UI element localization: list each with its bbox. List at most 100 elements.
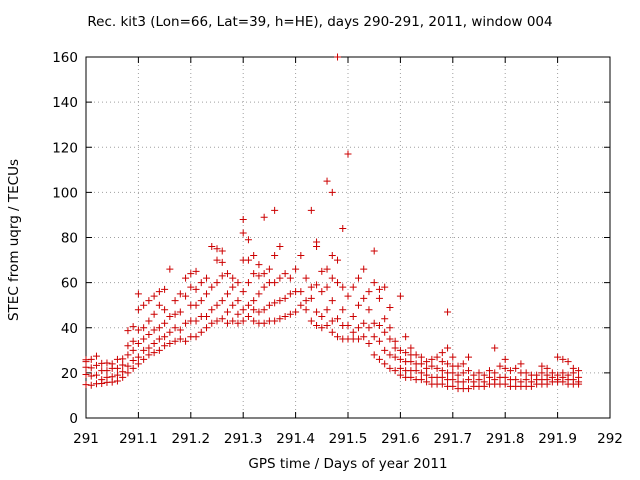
data-point (145, 344, 153, 352)
data-point (276, 274, 284, 282)
data-point (412, 367, 420, 375)
data-point (150, 310, 158, 318)
data-point (297, 288, 305, 296)
y-tick-label: 120 (52, 140, 78, 156)
data-point (192, 333, 200, 341)
data-point (234, 310, 242, 318)
data-point (119, 368, 127, 376)
data-point (218, 272, 226, 280)
data-point (354, 274, 362, 282)
x-tick-label: 291.1 (119, 431, 158, 447)
data-point (161, 319, 169, 327)
data-point (575, 373, 583, 381)
data-point (344, 321, 352, 329)
data-point (134, 353, 142, 361)
data-point (538, 362, 546, 370)
data-point (334, 279, 342, 287)
data-point (250, 306, 258, 314)
data-point (334, 333, 342, 341)
data-point (375, 355, 383, 363)
data-point (412, 351, 420, 359)
data-point (360, 294, 368, 302)
data-point (349, 312, 357, 320)
y-tick-label: 80 (61, 231, 78, 247)
data-point (213, 256, 221, 264)
data-point (564, 358, 572, 366)
data-point (286, 310, 294, 318)
data-point (103, 373, 111, 381)
data-point (134, 340, 142, 348)
data-point (265, 265, 273, 273)
data-point (119, 361, 127, 369)
data-point (255, 272, 263, 280)
data-point (119, 355, 127, 363)
data-point (533, 371, 541, 379)
data-point (161, 342, 169, 350)
data-point (260, 213, 268, 221)
data-point (438, 380, 446, 388)
data-point (197, 328, 205, 336)
data-point (313, 321, 321, 329)
data-point (339, 224, 347, 232)
data-point (145, 297, 153, 305)
data-point (569, 376, 577, 384)
data-point (496, 362, 504, 370)
data-point (564, 371, 572, 379)
data-point (103, 367, 111, 375)
data-point (381, 360, 389, 368)
data-point (344, 292, 352, 300)
data-point (375, 294, 383, 302)
data-point (375, 321, 383, 329)
x-axis-label: GPS time / Days of year 2011 (248, 456, 448, 472)
data-point (370, 333, 378, 341)
y-axis-label: STEC from uqrg / TECUs (6, 158, 22, 322)
data-point (140, 355, 148, 363)
data-point (323, 283, 331, 291)
data-point (82, 370, 90, 378)
data-point (292, 308, 300, 316)
data-point (166, 328, 174, 336)
data-point (370, 279, 378, 287)
data-point (203, 274, 211, 282)
data-point (150, 349, 158, 357)
data-point (417, 353, 425, 361)
data-point (203, 312, 211, 320)
data-point (223, 319, 231, 327)
data-point (354, 324, 362, 332)
grid (86, 57, 610, 418)
data-point (444, 344, 452, 352)
data-point (381, 346, 389, 354)
data-point (459, 369, 467, 377)
data-point (92, 371, 100, 379)
data-point (569, 364, 577, 372)
data-point (124, 362, 132, 370)
data-point (239, 229, 247, 237)
data-point (182, 337, 190, 345)
data-point (370, 247, 378, 255)
data-point (328, 252, 336, 260)
data-point (307, 206, 315, 214)
data-point (113, 364, 121, 372)
data-point (155, 335, 163, 343)
data-point (554, 371, 562, 379)
data-point (255, 308, 263, 316)
data-point (265, 301, 273, 309)
data-point (244, 312, 252, 320)
data-point (260, 283, 268, 291)
data-point (171, 324, 179, 332)
data-point (124, 369, 132, 377)
data-point (318, 288, 326, 296)
data-point (286, 290, 294, 298)
data-point (250, 317, 258, 325)
data-point (344, 150, 352, 158)
data-point (391, 353, 399, 361)
data-point (433, 353, 441, 361)
data-point (391, 367, 399, 375)
data-point (255, 290, 263, 298)
data-point (150, 340, 158, 348)
data-point (396, 371, 404, 379)
data-point (548, 369, 556, 377)
data-points (82, 53, 583, 393)
data-point (501, 355, 509, 363)
